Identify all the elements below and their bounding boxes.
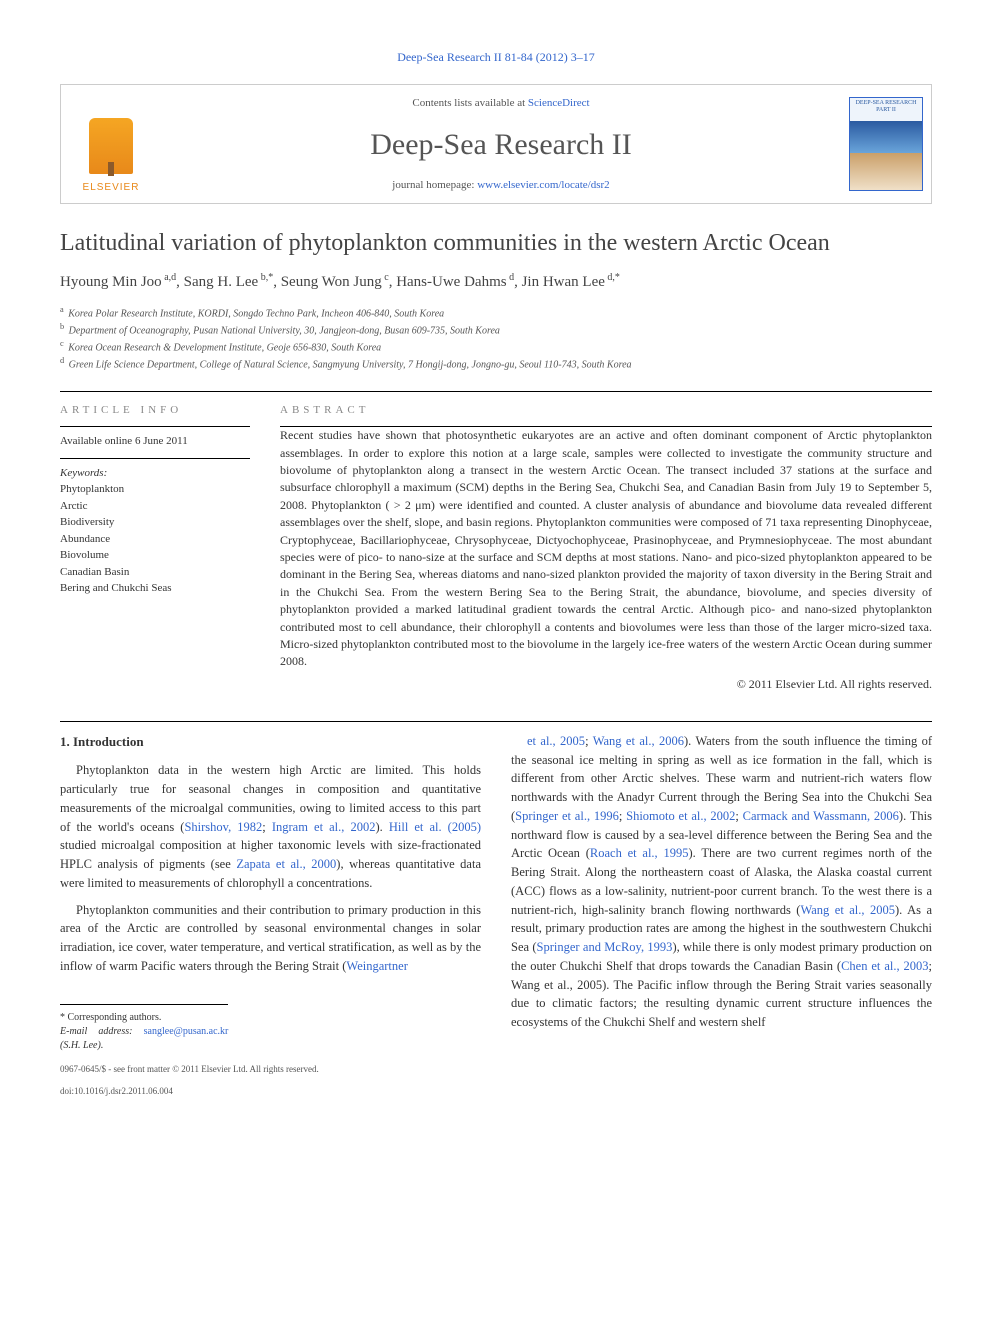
affiliation: a Korea Polar Research Institute, KORDI,… xyxy=(60,304,932,321)
citation-link[interactable]: Ingram et al., 2002 xyxy=(272,820,376,834)
author: Hyoung Min Joo a,d xyxy=(60,274,176,290)
abstract-label: ABSTRACT xyxy=(280,402,932,419)
author-aff-sup: d xyxy=(507,272,515,283)
body-columns: 1. Introduction Phytoplankton data in th… xyxy=(60,732,932,1098)
contents-prefix: Contents lists available at xyxy=(412,97,527,109)
header-center: Contents lists available at ScienceDirec… xyxy=(161,85,841,203)
author-aff-sup: d,* xyxy=(605,272,620,283)
rule xyxy=(60,391,932,392)
author-aff-sup: b,* xyxy=(258,272,273,283)
author-list: Hyoung Min Joo a,d, Sang H. Lee b,*, Seu… xyxy=(60,270,932,294)
keywords-list: PhytoplanktonArcticBiodiversityAbundance… xyxy=(60,481,250,597)
rule xyxy=(60,458,250,459)
footnotes: * Corresponding authors. E-mail address:… xyxy=(60,1004,228,1053)
homepage-url[interactable]: www.elsevier.com/locate/dsr2 xyxy=(477,179,609,191)
section-heading: 1. Introduction xyxy=(60,732,481,752)
affiliation: d Green Life Science Department, College… xyxy=(60,355,932,372)
top-citation-link[interactable]: Deep-Sea Research II 81-84 (2012) 3–17 xyxy=(60,48,932,66)
journal-cover: DEEP-SEA RESEARCH PART II xyxy=(841,85,931,203)
author: Seung Won Jung c xyxy=(281,274,389,290)
article-info-abstract-row: ARTICLE INFO Available online 6 June 201… xyxy=(60,402,932,693)
publisher-tree-icon xyxy=(89,118,133,174)
body-col-left: 1. Introduction Phytoplankton data in th… xyxy=(60,732,481,1098)
keyword: Biodiversity xyxy=(60,514,250,531)
keyword: Bering and Chukchi Seas xyxy=(60,580,250,597)
body-paragraph: Phytoplankton communities and their cont… xyxy=(60,901,481,976)
citation-link[interactable]: Zapata et al., 2000 xyxy=(236,857,336,871)
author: Jin Hwan Lee d,* xyxy=(522,274,620,290)
citation-link[interactable]: et al., 2005 xyxy=(527,734,585,748)
article-title: Latitudinal variation of phytoplankton c… xyxy=(60,228,932,258)
cover-thumbnail-icon: DEEP-SEA RESEARCH PART II xyxy=(849,97,923,191)
author: Hans-Uwe Dahms d xyxy=(396,274,514,290)
top-journal: Deep-Sea Research II xyxy=(397,50,502,64)
corresponding-note: * Corresponding authors. xyxy=(60,1011,228,1025)
rule xyxy=(60,721,932,722)
journal-name: Deep-Sea Research II xyxy=(370,122,632,167)
body-paragraph: Phytoplankton data in the western high A… xyxy=(60,761,481,892)
keyword: Phytoplankton xyxy=(60,481,250,498)
citation-link[interactable]: Roach et al., 1995 xyxy=(590,846,689,860)
keywords-label: Keywords: xyxy=(60,465,250,482)
keyword: Abundance xyxy=(60,531,250,548)
email-who: (S.H. Lee). xyxy=(60,1040,103,1051)
publisher-logo: ELSEVIER xyxy=(61,85,161,203)
abstract-copyright: © 2011 Elsevier Ltd. All rights reserved… xyxy=(280,675,932,693)
issn-line: 0967-0645/$ - see front matter © 2011 El… xyxy=(60,1063,481,1076)
rule xyxy=(60,426,250,427)
sciencedirect-link[interactable]: ScienceDirect xyxy=(528,97,590,109)
article-info-label: ARTICLE INFO xyxy=(60,402,250,419)
citation-link[interactable]: Wang et al., 2005 xyxy=(800,903,895,917)
cover-title: DEEP-SEA RESEARCH PART II xyxy=(852,100,920,113)
abstract: ABSTRACT Recent studies have shown that … xyxy=(280,402,932,693)
body-paragraph: et al., 2005; Wang et al., 2006). Waters… xyxy=(511,732,932,1032)
page: Deep-Sea Research II 81-84 (2012) 3–17 E… xyxy=(0,0,992,1138)
citation-link[interactable]: Carmack and Wassmann, 2006 xyxy=(743,809,899,823)
email-label: E-mail address: xyxy=(60,1026,132,1037)
abstract-text: Recent studies have shown that photosynt… xyxy=(280,427,932,670)
available-online: Available online 6 June 2011 xyxy=(60,433,250,450)
contents-line: Contents lists available at ScienceDirec… xyxy=(412,95,589,112)
citation-link[interactable]: Shirshov, 1982 xyxy=(184,820,262,834)
keyword: Arctic xyxy=(60,498,250,515)
author: Sang H. Lee b,* xyxy=(184,274,274,290)
journal-header: ELSEVIER Contents lists available at Sci… xyxy=(60,84,932,204)
email-line: E-mail address: sanglee@pusan.ac.kr (S.H… xyxy=(60,1025,228,1053)
doi-line: doi:10.1016/j.dsr2.2011.06.004 xyxy=(60,1085,481,1098)
top-volpages: 81-84 (2012) 3–17 xyxy=(502,50,595,64)
keyword: Biovolume xyxy=(60,547,250,564)
citation-link[interactable]: Springer et al., 1996 xyxy=(515,809,619,823)
author-aff-sup: c xyxy=(382,272,389,283)
homepage-line: journal homepage: www.elsevier.com/locat… xyxy=(392,177,609,194)
affiliation-list: a Korea Polar Research Institute, KORDI,… xyxy=(60,304,932,373)
homepage-prefix: journal homepage: xyxy=(392,179,477,191)
citation-link[interactable]: Weingartner xyxy=(346,959,407,973)
affiliation: c Korea Ocean Research & Development Ins… xyxy=(60,338,932,355)
citation-link[interactable]: Shiomoto et al., 2002 xyxy=(626,809,735,823)
citation-link[interactable]: Hill et al. (2005) xyxy=(389,820,481,834)
body-col-right: et al., 2005; Wang et al., 2006). Waters… xyxy=(511,732,932,1098)
publisher-name: ELSEVIER xyxy=(83,180,140,195)
email-link[interactable]: sanglee@pusan.ac.kr xyxy=(144,1026,229,1037)
citation-link[interactable]: Springer and McRoy, 1993 xyxy=(537,940,673,954)
citation-link[interactable]: Chen et al., 2003 xyxy=(841,959,928,973)
title-block: Latitudinal variation of phytoplankton c… xyxy=(60,228,932,373)
author-aff-sup: a,d xyxy=(162,272,176,283)
article-info: ARTICLE INFO Available online 6 June 201… xyxy=(60,402,250,693)
citation-link[interactable]: Wang et al., 2006 xyxy=(593,734,684,748)
keyword: Canadian Basin xyxy=(60,564,250,581)
affiliation: b Department of Oceanography, Pusan Nati… xyxy=(60,321,932,338)
